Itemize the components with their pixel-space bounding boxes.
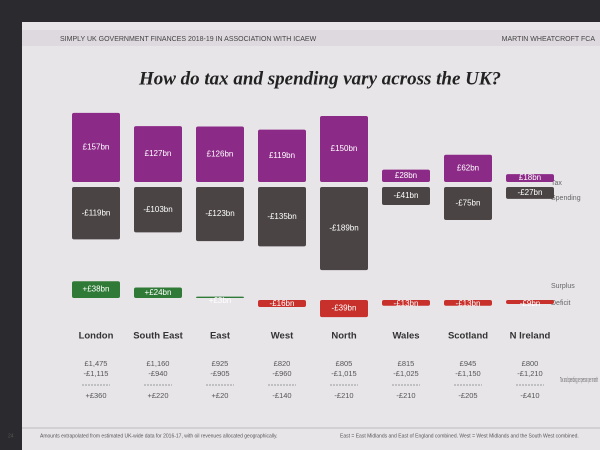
- per-person-cell: £815: [398, 359, 415, 368]
- category-label: Scotland: [448, 331, 488, 342]
- category-label: West: [271, 331, 294, 342]
- bar: [320, 187, 368, 271]
- value-label: -£123bn: [205, 209, 234, 218]
- value-label: £150bn: [331, 144, 358, 153]
- value-label: £18bn: [519, 173, 541, 182]
- category-label: East: [210, 331, 231, 342]
- value-label: -£16bn: [270, 299, 295, 308]
- value-label: +£3bn: [209, 296, 231, 305]
- bar: [382, 300, 430, 306]
- category-label: N Ireland: [510, 331, 551, 342]
- value-label: -£13bn: [456, 299, 481, 308]
- per-person-cell: -£1,015: [331, 369, 356, 378]
- bar: [506, 300, 554, 304]
- per-person-cell: -£210: [396, 391, 415, 400]
- bar: [258, 129, 306, 182]
- value-label: -£39bn: [332, 304, 357, 313]
- header-right: MARTIN WHEATCROFT FCA: [502, 36, 596, 43]
- value-label: +£24bn: [145, 288, 172, 297]
- per-person-cell: -£960: [272, 369, 291, 378]
- bar: [320, 116, 368, 182]
- chart-title: How do tax and spending vary across the …: [138, 68, 501, 89]
- per-person-cell: -£1,115: [84, 369, 109, 378]
- bar: [72, 187, 120, 240]
- bar: [196, 296, 244, 298]
- per-person-cell: -£1,025: [393, 369, 418, 378]
- legend-label: Surplus: [551, 283, 575, 290]
- category-label: South East: [133, 331, 183, 342]
- per-person-cell: £805: [336, 359, 353, 368]
- per-person-cell: -£1,210: [517, 369, 542, 378]
- per-person-cell: -£205: [458, 391, 477, 400]
- per-person-label: Tax and spending per person per month: [560, 377, 598, 384]
- value-label: £157bn: [83, 143, 110, 152]
- value-label: -£41bn: [394, 191, 419, 200]
- per-person-cell: £945: [460, 359, 477, 368]
- header-band: [22, 30, 600, 46]
- value-label: -£75bn: [456, 199, 481, 208]
- per-person-cell: +£220: [147, 391, 168, 400]
- value-label: £126bn: [207, 149, 234, 158]
- bar: [320, 300, 368, 318]
- per-person-cell: -£905: [210, 369, 229, 378]
- value-label: £119bn: [269, 151, 295, 160]
- per-person-cell: £820: [274, 359, 291, 368]
- bar: [258, 300, 306, 308]
- bar: [72, 281, 120, 298]
- value-label: -£9bn: [520, 299, 540, 308]
- value-label: £62bn: [457, 163, 479, 172]
- bar: [444, 187, 492, 220]
- category-label: North: [331, 331, 357, 342]
- value-label: £28bn: [395, 171, 417, 180]
- bar: [506, 187, 554, 199]
- bar: [506, 174, 554, 182]
- per-person-cell: -£140: [272, 391, 291, 400]
- bar: [134, 126, 182, 182]
- per-person-cell: -£940: [148, 369, 167, 378]
- per-person-cell: £800: [522, 359, 539, 368]
- category-label: Wales: [392, 331, 419, 342]
- per-person-cell: -£1,150: [455, 369, 480, 378]
- bar: [382, 169, 430, 182]
- per-person-cell: £1,160: [147, 359, 170, 368]
- legend-label: Tax: [551, 180, 562, 187]
- value-label: +£38bn: [83, 285, 110, 294]
- bar: [258, 187, 306, 247]
- bar: [196, 126, 244, 182]
- per-person-cell: +£20: [212, 391, 229, 400]
- bar: [72, 112, 120, 182]
- value-label: -£103bn: [143, 205, 172, 214]
- category-label: London: [79, 331, 114, 342]
- legend-label: Deficit: [551, 300, 571, 307]
- footnote-key: East = East Midlands and East of England…: [340, 433, 579, 439]
- value-label: -£135bn: [267, 212, 296, 221]
- legend-label: Spending: [551, 195, 581, 202]
- bar: [382, 187, 430, 206]
- per-person-cell: +£360: [85, 391, 106, 400]
- per-person-cell: £925: [212, 359, 229, 368]
- bar: [134, 187, 182, 233]
- value-label: -£189bn: [329, 224, 358, 233]
- value-label: -£119bn: [82, 208, 111, 217]
- value-label: -£13bn: [394, 299, 419, 308]
- bar: [444, 300, 492, 306]
- page-number: 24: [8, 433, 14, 439]
- value-label: -£27bn: [518, 188, 543, 197]
- per-person-cell: -£210: [334, 391, 353, 400]
- bar: [134, 287, 182, 298]
- header-left: SIMPLY UK GOVERNMENT FINANCES 2018-19 IN…: [60, 36, 317, 43]
- per-person-cell: £1,475: [85, 359, 108, 368]
- bar: [444, 154, 492, 182]
- value-label: £127bn: [145, 149, 172, 158]
- bar: [196, 187, 244, 242]
- per-person-cell: -£410: [520, 391, 539, 400]
- footnote: Amounts extrapolated from estimated UK-w…: [40, 433, 278, 439]
